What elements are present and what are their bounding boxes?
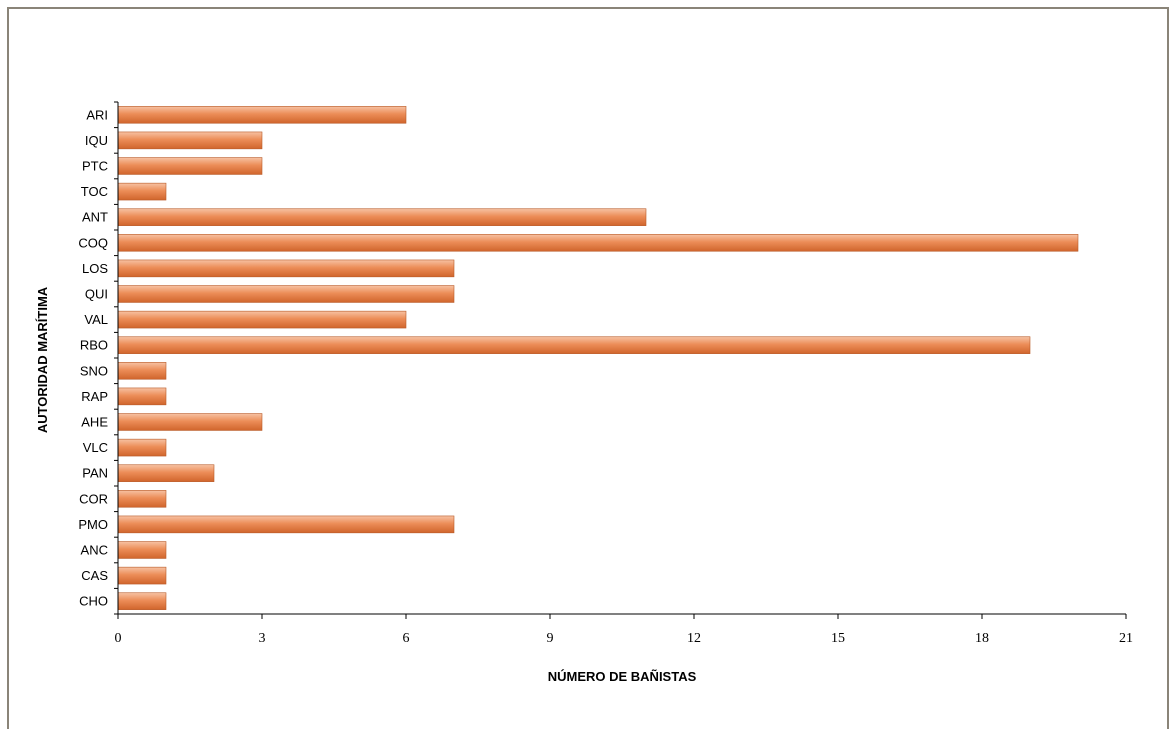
category-label: PAN — [82, 466, 108, 481]
category-label: TOC — [81, 184, 108, 199]
bar-cor — [117, 490, 167, 508]
category-label: VAL — [84, 312, 108, 327]
category-label: IQU — [85, 133, 108, 148]
bar-anc — [117, 541, 167, 559]
category-label: LOS — [82, 261, 108, 276]
x-tick-label: 18 — [975, 631, 989, 646]
category-label: QUI — [85, 287, 108, 302]
bar-ant — [117, 208, 647, 226]
bar-qui — [117, 285, 455, 303]
x-tick-label: 6 — [403, 631, 410, 646]
category-label: PTC — [82, 159, 108, 174]
category-label: SNO — [80, 363, 108, 378]
category-label: CAS — [81, 568, 108, 583]
category-label: RBO — [80, 338, 108, 353]
bar-cho — [117, 592, 167, 610]
x-tick-label: 21 — [1119, 631, 1133, 646]
labels-group: ARI IQU PTC TOC ANT COQ LOS QUI VAL RBO SNO RAP AHE V… — [78, 107, 1133, 646]
x-axis-title: NÚMERO DE BAÑISTAS — [548, 669, 697, 684]
bar-los — [117, 259, 455, 278]
category-label: AHE — [81, 415, 108, 430]
category-label: ANT — [82, 210, 108, 225]
bar-vlc — [117, 438, 167, 457]
x-tick-label: 9 — [547, 631, 554, 646]
bar-coq — [117, 234, 1079, 252]
category-label: VLC — [83, 440, 108, 455]
axes-group — [114, 101, 1127, 619]
x-tick-label: 12 — [687, 631, 701, 646]
category-label: COR — [79, 491, 108, 506]
bar-ahe — [117, 413, 263, 431]
bar-toc — [117, 182, 167, 201]
x-tick-label: 0 — [115, 631, 122, 646]
category-label: ARI — [86, 107, 108, 122]
bar-cas — [117, 566, 167, 585]
bar-rap — [117, 387, 167, 406]
bar-rbo — [117, 336, 1031, 354]
bar-ari — [117, 106, 407, 124]
bar-iqu — [117, 131, 263, 150]
category-label: CHO — [79, 594, 108, 609]
x-tick-label: 15 — [831, 631, 845, 646]
y-axis-title: AUTORIDAD MARÍTIMA — [35, 286, 50, 433]
category-label: ANC — [81, 543, 108, 558]
category-label: COQ — [78, 235, 108, 250]
bar-pan — [117, 464, 215, 482]
chart-frame — [7, 7, 1169, 729]
bar-ptc — [117, 157, 263, 175]
category-label: PMO — [78, 517, 108, 532]
bar-sno — [117, 362, 167, 380]
bar-pmo — [117, 515, 455, 534]
x-tick-label: 3 — [259, 631, 266, 646]
bars-group — [117, 106, 1079, 610]
bar-val — [117, 310, 407, 329]
category-label: RAP — [81, 389, 108, 404]
